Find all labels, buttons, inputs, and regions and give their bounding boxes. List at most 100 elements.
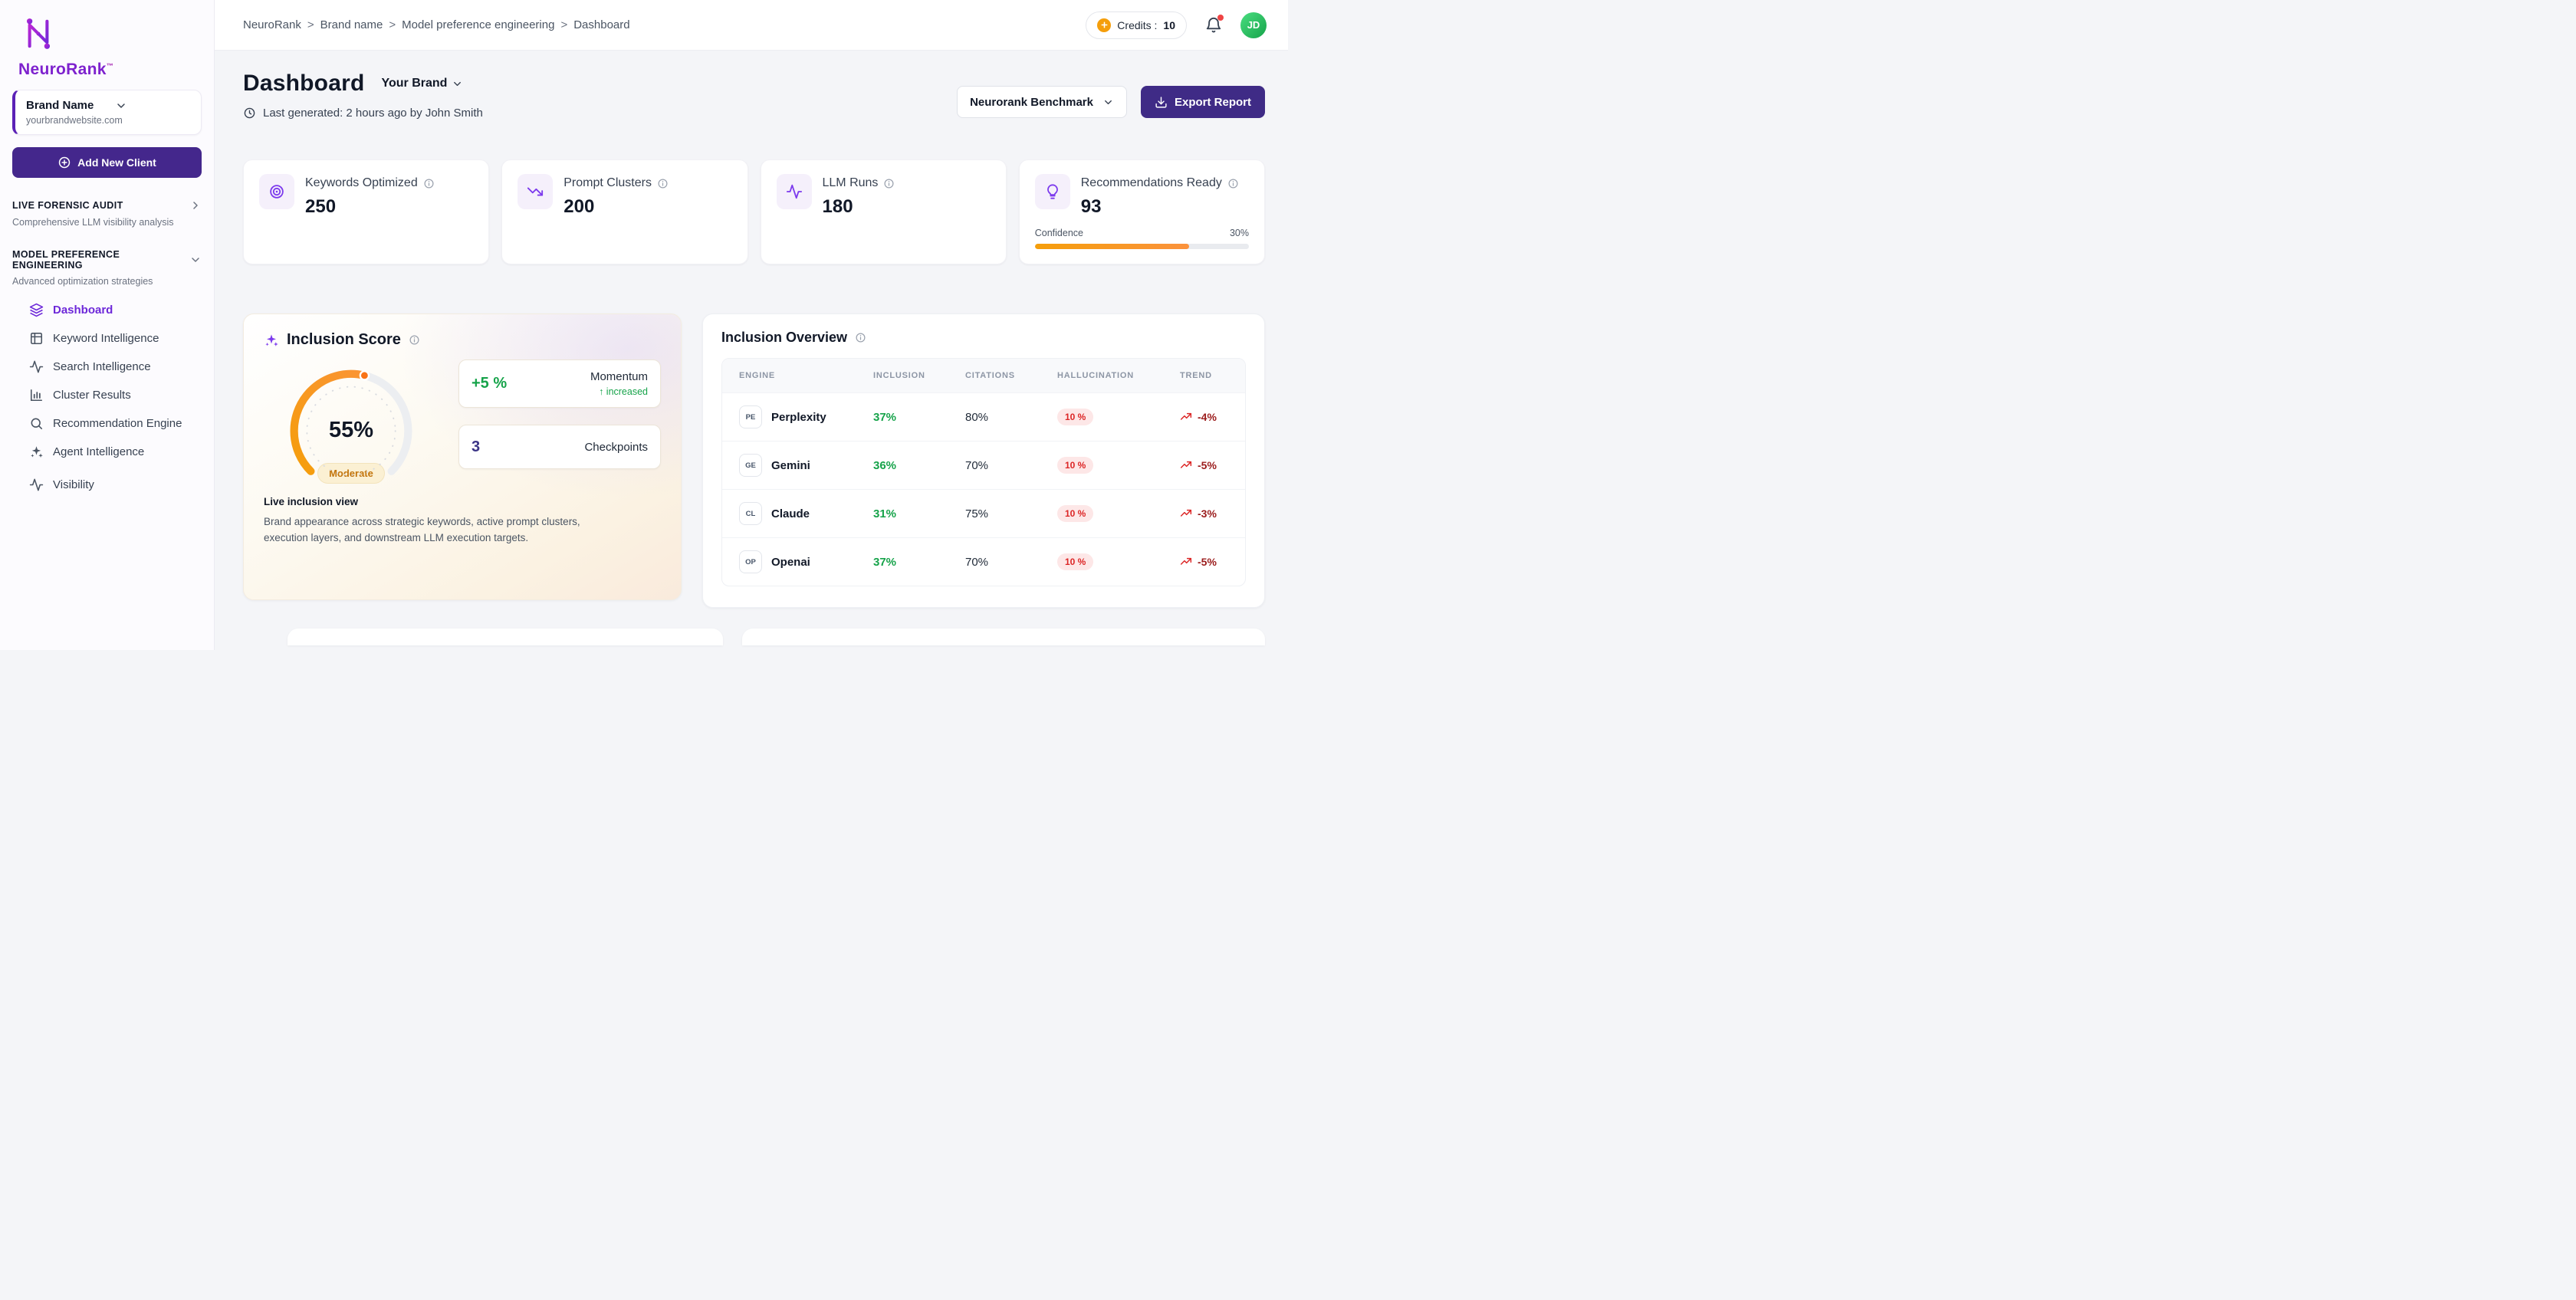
activity-icon — [776, 174, 812, 209]
sidebar-item-search-intelligence[interactable]: Search Intelligence — [0, 353, 214, 381]
last-generated: Last generated: 2 hours ago by John Smit… — [243, 107, 483, 120]
trend-value: -3% — [1198, 507, 1217, 520]
info-icon[interactable] — [1227, 178, 1239, 189]
live-inclusion-view-label: Live inclusion view — [264, 496, 359, 507]
stats-row: Keywords Optimized 250 Prompt Clusters 2… — [243, 159, 1265, 264]
breadcrumb: NeuroRank > Brand name > Model preferenc… — [243, 18, 630, 31]
info-icon[interactable] — [855, 332, 866, 343]
checkpoints-label: Checkpoints — [584, 440, 648, 454]
benchmark-dropdown[interactable]: Neurorank Benchmark — [957, 86, 1127, 118]
stat-card-recommendations-ready: Recommendations Ready 93 Confidence 30% — [1018, 159, 1265, 264]
column-header-trend: Trend — [1180, 371, 1212, 380]
chevron-down-icon — [189, 254, 202, 266]
breadcrumb-neurorank[interactable]: NeuroRank — [243, 18, 301, 31]
sidebar-item-agent-intelligence[interactable]: Agent Intelligence — [0, 438, 214, 466]
engines-table: Engine Inclusion Citations Hallucination… — [721, 358, 1246, 586]
brand-wordmark: NeuroRank™ — [18, 61, 114, 78]
inclusion-value: 31% — [873, 507, 897, 520]
brand-dropdown[interactable]: Your Brand — [382, 77, 464, 90]
momentum-box: +5 % Momentum ↑ increased — [458, 359, 661, 408]
engine-badge: OP — [739, 550, 762, 573]
engine-name: Openai — [771, 555, 810, 569]
info-icon[interactable] — [657, 178, 669, 189]
trending-down-icon — [518, 174, 554, 209]
brand-logo: NeuroRank™ — [0, 14, 214, 79]
client-selector[interactable]: Brand Name yourbrandwebsite.com — [12, 90, 202, 135]
activity-icon — [29, 359, 44, 374]
credits-label: Credits : — [1117, 18, 1158, 31]
sidebar-nav: Dashboard Keyword Intelligence Search In… — [0, 296, 214, 499]
info-icon[interactable] — [409, 334, 420, 346]
breadcrumb-model-preference-engineering[interactable]: Model preference engineering — [402, 18, 555, 31]
trend-cell: -5% — [1180, 556, 1245, 568]
section-header-model-preference-engineering[interactable]: MODEL PREFERENCE ENGINEERING — [12, 249, 202, 271]
grid-icon — [29, 331, 44, 346]
plus-circle-icon — [58, 156, 71, 169]
pulse-icon — [29, 478, 44, 492]
confidence-value: 30% — [1229, 228, 1249, 238]
stat-label: Recommendations Ready — [1080, 176, 1222, 189]
inclusion-score-gauge: 55% — [280, 359, 422, 486]
trend-line-icon — [1180, 507, 1192, 520]
citations-value: 80% — [965, 410, 989, 424]
inclusion-value: 37% — [873, 555, 897, 569]
chevron-down-icon — [1102, 97, 1114, 108]
stat-value: 93 — [1080, 196, 1102, 217]
user-avatar[interactable]: JD — [1240, 11, 1267, 38]
download-icon — [1155, 96, 1168, 109]
sidebar-item-dashboard[interactable]: Dashboard — [0, 296, 214, 324]
chevron-down-icon — [115, 100, 127, 112]
citations-value: 70% — [965, 555, 989, 569]
export-report-button[interactable]: Export Report — [1140, 86, 1265, 118]
credits-pill[interactable]: Credits : 10 — [1086, 11, 1187, 39]
credits-value: 10 — [1163, 18, 1175, 31]
hallucination-badge: 10 % — [1057, 457, 1094, 474]
hallucination-badge: 10 % — [1057, 553, 1094, 570]
stat-card-prompt-clusters: Prompt Clusters 200 — [501, 159, 748, 264]
column-header-engine: Engine — [739, 371, 775, 380]
hallucination-badge: 10 % — [1057, 409, 1094, 425]
engine-name: Perplexity — [771, 410, 826, 424]
column-header-hallucination: Hallucination — [1057, 371, 1135, 380]
trademark-symbol: ™ — [106, 62, 114, 70]
checkpoints-box: 3 Checkpoints — [458, 425, 661, 469]
hallucination-badge: 10 % — [1057, 505, 1094, 522]
notifications-bell[interactable] — [1205, 14, 1224, 34]
trend-cell: -5% — [1180, 459, 1245, 471]
trend-value: -5% — [1198, 459, 1217, 471]
breadcrumb-brand-name[interactable]: Brand name — [320, 18, 383, 31]
sidebar: NeuroRank™ Brand Name yourbrandwebsite.c… — [0, 0, 215, 650]
partial-card-left — [288, 629, 723, 645]
stat-label: Prompt Clusters — [564, 176, 652, 189]
add-new-client-button[interactable]: Add New Client — [12, 147, 202, 178]
client-name: Brand Name — [26, 99, 94, 112]
info-icon[interactable] — [883, 178, 895, 189]
inclusion-score-description: Brand appearance across strategic keywor… — [264, 516, 580, 543]
trend-cell: -3% — [1180, 507, 1245, 520]
engine-badge: PE — [739, 405, 762, 428]
inclusion-overview-title: Inclusion Overview — [721, 330, 848, 345]
sidebar-item-keyword-intelligence[interactable]: Keyword Intelligence — [0, 324, 214, 353]
sidebar-item-recommendation-engine[interactable]: Recommendation Engine — [0, 409, 214, 438]
sidebar-item-cluster-results[interactable]: Cluster Results — [0, 381, 214, 409]
info-icon[interactable] — [423, 178, 435, 189]
breadcrumb-dashboard[interactable]: Dashboard — [573, 18, 630, 31]
page-title: Dashboard — [243, 71, 365, 96]
engine-badge: GE — [739, 454, 762, 477]
table-row-perplexity: PE Perplexity 37% 80% 10 % -4% — [722, 392, 1245, 441]
trend-cell: -4% — [1180, 411, 1245, 423]
momentum-direction: ↑ increased — [599, 386, 648, 397]
trend-line-icon — [1180, 411, 1192, 423]
search-icon — [29, 416, 44, 431]
layers-icon — [29, 303, 44, 317]
stat-value: 200 — [564, 196, 595, 217]
section-header-live-forensic-audit[interactable]: LIVE FORENSIC AUDIT — [12, 199, 202, 212]
section-title: MODEL PREFERENCE ENGINEERING — [12, 249, 120, 271]
coin-icon — [1097, 18, 1112, 32]
stat-label: LLM Runs — [822, 176, 879, 189]
breadcrumb-separator: > — [560, 18, 568, 31]
dashboard-content: Dashboard Your Brand Last generated: 2 h… — [215, 51, 1288, 650]
citations-value: 75% — [965, 507, 989, 520]
engine-name: Gemini — [771, 458, 810, 472]
sidebar-item-visibility[interactable]: Visibility — [0, 471, 214, 499]
